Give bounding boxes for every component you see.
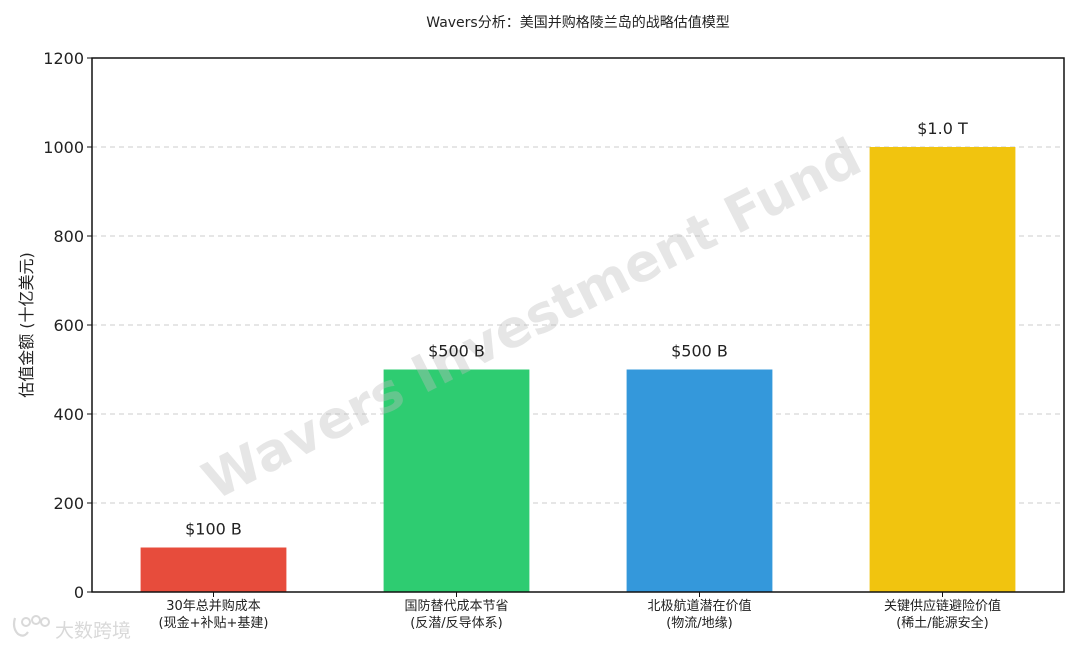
x-tick-label: 30年总并购成本 bbox=[166, 598, 261, 614]
y-axis-label: 估值金额 (十亿美元) bbox=[17, 252, 36, 398]
x-tick-label: 北极航道潜在价值 bbox=[647, 598, 751, 614]
x-tick-label: (物流/地缘) bbox=[666, 616, 733, 631]
data-labels: $100 B $500 B $500 B $1.0 T bbox=[185, 119, 968, 539]
y-tick-label: 800 bbox=[53, 227, 84, 246]
data-label: $100 B bbox=[185, 520, 242, 539]
bar bbox=[140, 547, 287, 592]
data-label: $500 B bbox=[671, 342, 728, 361]
y-tick-label: 1200 bbox=[43, 49, 84, 68]
y-tick-label: 0 bbox=[74, 583, 84, 602]
corner-watermark: 大数跨境 bbox=[12, 615, 131, 642]
y-tick-label: 200 bbox=[53, 494, 84, 513]
corner-watermark-text: 大数跨境 bbox=[55, 620, 131, 642]
bar bbox=[626, 369, 773, 592]
x-tick-label: 关键供应链避险价值 bbox=[884, 598, 1001, 614]
y-axis-ticks: 0 200 400 600 800 1000 1200 bbox=[43, 49, 92, 602]
bars bbox=[140, 147, 1016, 592]
watermark-logo-icon bbox=[12, 615, 50, 637]
x-tick-label: 国防替代成本节省 bbox=[404, 598, 508, 614]
bar bbox=[383, 369, 530, 592]
y-tick-label: 600 bbox=[53, 316, 84, 335]
x-axis-category-labels: 30年总并购成本(现金+补贴+基建) 国防替代成本节省 (反潜/反导体系) 北极航道潜… bbox=[159, 592, 1001, 631]
bar bbox=[869, 147, 1016, 592]
y-tick-label: 1000 bbox=[43, 138, 84, 157]
x-tick-label: (反潜/反导体系) bbox=[410, 616, 503, 631]
chart-title: Wavers分析：美国并购格陵兰岛的战略估值模型 bbox=[426, 15, 729, 31]
x-tick-label: (稀土/能源安全) bbox=[896, 615, 989, 631]
x-tick-label: (现金+补贴+基建) bbox=[159, 615, 269, 631]
y-tick-label: 400 bbox=[53, 405, 84, 424]
data-label: $1.0 T bbox=[917, 119, 968, 138]
data-label: $500 B bbox=[428, 342, 485, 361]
